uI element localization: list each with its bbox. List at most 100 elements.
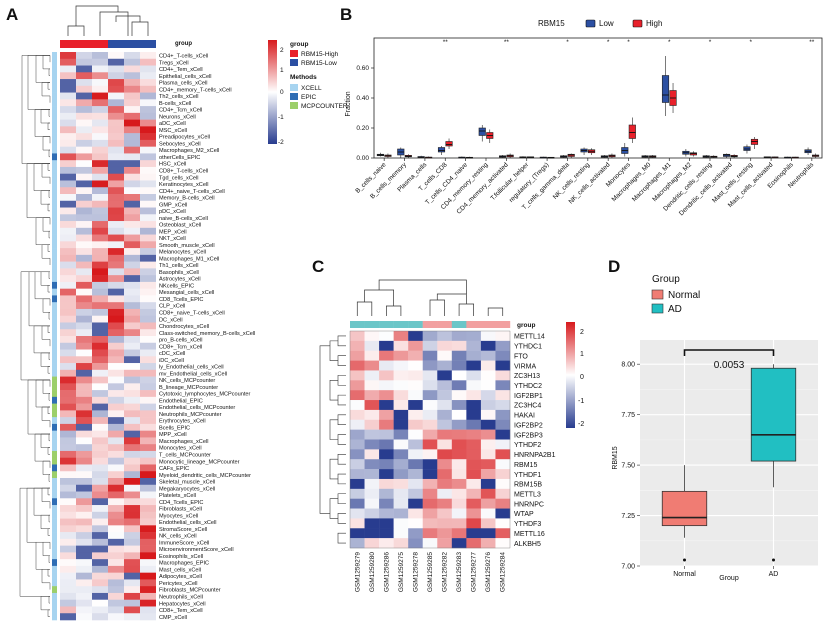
heatmap-cell bbox=[76, 65, 92, 73]
heatmap-cell bbox=[124, 99, 140, 107]
row-label: Mast_cells_xCell bbox=[159, 567, 201, 573]
c-heatmap-cell bbox=[364, 370, 380, 381]
heatmap-cell bbox=[124, 126, 140, 134]
heatmap-cell bbox=[60, 166, 76, 175]
group-cell bbox=[108, 40, 124, 48]
heatmap-cell bbox=[92, 505, 108, 513]
c-gene-label: RBM15 bbox=[514, 462, 537, 469]
c-heatmap-cell bbox=[480, 331, 496, 342]
row-label: Hepatocytes_xCell bbox=[159, 601, 206, 607]
row-label: Cytotoxic_lymphocytes_MCPcounter bbox=[159, 392, 251, 398]
c-heatmap-cell bbox=[495, 538, 511, 549]
heatmap-cell bbox=[76, 342, 92, 350]
heatmap-cell bbox=[60, 430, 76, 438]
column-dendrogram bbox=[67, 5, 149, 36]
row-label: Tregs_xCell bbox=[159, 60, 189, 66]
c-heatmap-cell bbox=[466, 538, 482, 549]
heatmap-cell bbox=[108, 92, 124, 100]
row-label: CD4+_memory_T-cells_xCell bbox=[159, 87, 232, 93]
heatmap-cell bbox=[108, 410, 124, 418]
heatmap-cell bbox=[76, 281, 92, 289]
method-cell bbox=[52, 194, 57, 202]
heatmap-cell bbox=[76, 599, 92, 607]
c-heatmap-cell bbox=[393, 409, 409, 420]
heatmap-cell bbox=[124, 484, 140, 492]
c-heatmap-cell bbox=[480, 459, 496, 470]
method-cell bbox=[52, 518, 57, 526]
heatmap-cell bbox=[140, 200, 156, 208]
c-dendrogram-link bbox=[337, 453, 346, 465]
c-heatmap-cell bbox=[451, 488, 467, 499]
c-heatmap-cell bbox=[422, 518, 438, 529]
heatmap-cell bbox=[140, 261, 156, 269]
heatmap-cell bbox=[60, 308, 76, 317]
heatmap-cell bbox=[140, 417, 156, 425]
row-label: CD4+_Tem_xCell bbox=[159, 67, 203, 73]
heatmap-cell bbox=[76, 221, 92, 229]
heatmap-cell bbox=[108, 308, 124, 317]
heatmap-cell bbox=[108, 72, 124, 80]
c-heatmap-cell bbox=[379, 429, 394, 440]
c-heatmap-cell bbox=[393, 469, 409, 480]
heatmap-cell bbox=[140, 559, 156, 567]
c-gene-label: YTHDF1 bbox=[514, 472, 541, 479]
heatmap-cell bbox=[108, 606, 124, 614]
heatmap-cell bbox=[76, 484, 92, 492]
method-cell bbox=[52, 146, 57, 154]
c-sample-label: GSM1259282 bbox=[442, 552, 449, 592]
c-heatmap-cell bbox=[364, 340, 380, 351]
c-heatmap-cell bbox=[393, 439, 409, 450]
row-label: Keratinocytes_xCell bbox=[159, 182, 208, 188]
heatmap-cell bbox=[60, 586, 76, 594]
c-heatmap-cell bbox=[480, 439, 496, 450]
heatmap-cell bbox=[92, 187, 108, 195]
method-cell bbox=[52, 457, 57, 465]
c-heatmap-cell bbox=[408, 419, 423, 430]
heatmap-cell bbox=[140, 72, 156, 80]
c-heatmap-cell bbox=[393, 538, 409, 549]
method-cell bbox=[52, 390, 57, 398]
heatmap-cell bbox=[108, 552, 124, 560]
heatmap-cell bbox=[92, 221, 108, 229]
heatmap-cell bbox=[92, 613, 108, 621]
heatmap-cell bbox=[124, 58, 140, 66]
c-heatmap-cell bbox=[379, 469, 394, 480]
c-heatmap-cell bbox=[350, 488, 365, 499]
dendrogram-link bbox=[48, 230, 50, 239]
heatmap-cell bbox=[140, 336, 156, 344]
heatmap-cell bbox=[92, 79, 108, 87]
heatmap-cell bbox=[108, 261, 124, 269]
c-heatmap-cell bbox=[466, 478, 482, 490]
row-label: Skeletal_muscle_xCell bbox=[159, 480, 215, 486]
heatmap-cell bbox=[92, 457, 108, 465]
row-label: aDC_xCell bbox=[159, 121, 186, 127]
c-heatmap-cell bbox=[422, 488, 438, 499]
b-legend-swatch-low bbox=[585, 19, 596, 28]
method-cell bbox=[52, 532, 57, 540]
heatmap-cell bbox=[92, 525, 108, 533]
c-heatmap-cell bbox=[480, 469, 496, 480]
method-cell bbox=[52, 112, 57, 120]
c-heatmap-cell bbox=[422, 528, 438, 539]
heatmap-cell bbox=[108, 444, 124, 452]
c-heatmap-cell bbox=[350, 538, 365, 549]
c-heatmap-cell bbox=[422, 409, 438, 420]
heatmap-cell bbox=[92, 72, 108, 80]
c-heatmap-cell bbox=[350, 478, 365, 490]
method-cell bbox=[52, 342, 57, 350]
heatmap-cell bbox=[140, 505, 156, 513]
heatmap-cell bbox=[76, 410, 92, 418]
heatmap-cell bbox=[76, 173, 92, 181]
c-dendrogram-link bbox=[378, 279, 467, 294]
c-sample-label: GSM1259277 bbox=[471, 552, 478, 592]
heatmap-cell bbox=[124, 241, 140, 249]
c-heatmap-cell bbox=[480, 498, 496, 509]
heatmap-cell bbox=[92, 532, 108, 540]
heatmap-cell bbox=[124, 153, 140, 161]
heatmap-cell bbox=[76, 58, 92, 66]
heatmap-cell bbox=[60, 180, 76, 188]
heatmap-cell bbox=[92, 133, 108, 141]
method-cell bbox=[52, 329, 57, 337]
heatmap-cell bbox=[140, 139, 156, 147]
heatmap-cell bbox=[108, 180, 124, 188]
